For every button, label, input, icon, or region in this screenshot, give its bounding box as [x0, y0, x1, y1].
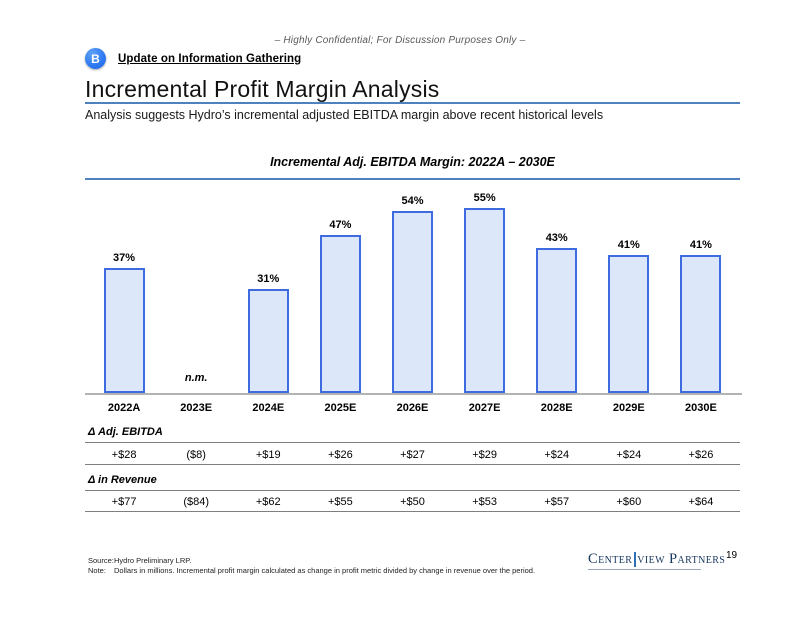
source-label: Source:	[88, 556, 114, 565]
bar-chart: 37% n.m. 31% 47% 54% 55% 43% 41%	[88, 185, 737, 393]
page-title: Incremental Profit Margin Analysis	[85, 76, 440, 102]
page-number: 19	[726, 550, 738, 561]
x-axis-line	[85, 393, 742, 395]
table-cell: +$28	[111, 449, 137, 461]
chart-title-divider	[85, 178, 740, 180]
bar-column-2030e: 41%	[665, 185, 737, 393]
x-axis-labels: 2022A 2023E 2024E 2025E 2026E 2027E 2028…	[88, 402, 737, 414]
note-label: Note:	[88, 566, 106, 575]
bar	[608, 255, 650, 393]
bar-value-label: 41%	[689, 239, 712, 251]
bar	[391, 211, 433, 393]
table-row-label-revenue: Δ in Revenue	[88, 474, 157, 486]
table-cell: +$24	[544, 449, 570, 461]
bar-column-2028e: 43%	[521, 185, 593, 393]
section-badge-icon: B	[85, 48, 106, 69]
table-cell: +$26	[327, 449, 353, 461]
x-tick-label: 2026E	[396, 402, 429, 414]
x-tick-label: 2027E	[468, 402, 501, 414]
bar	[464, 208, 506, 393]
bar	[536, 248, 578, 393]
source-text: Hydro Preliminary LRP.	[114, 556, 192, 565]
note-text: Dollars in millions. Incremental profit …	[114, 566, 536, 575]
centerview-partners-logo: Center view Partners	[588, 551, 725, 568]
table-divider	[85, 490, 740, 491]
table-row-label-ebitda: Δ Adj. EBITDA	[88, 426, 163, 438]
logo-text-left: Center	[588, 551, 633, 567]
bar-column-2026e: 54%	[376, 185, 448, 393]
chart-title: Incremental Adj. EBITDA Margin: 2022A – …	[270, 155, 555, 169]
bar	[103, 268, 145, 393]
x-tick-label: 2029E	[612, 402, 645, 414]
confidentiality-notice: – Highly Confidential; For Discussion Pu…	[274, 35, 526, 46]
x-tick-label: 2022A	[107, 402, 141, 414]
table-cell: +$77	[111, 496, 137, 508]
bar-value-label: 47%	[329, 219, 352, 231]
table-cell: +$26	[688, 449, 714, 461]
section-link[interactable]: Update on Information Gathering	[118, 52, 302, 65]
bar	[680, 255, 722, 393]
table-cell: +$29	[472, 449, 497, 461]
logo-divider	[588, 569, 701, 570]
bar-column-2029e: 41%	[593, 185, 665, 393]
table-divider	[85, 442, 740, 443]
bar-value-label: 37%	[113, 252, 136, 264]
footnotes: Source: Hydro Preliminary LRP. Note: Dol…	[88, 556, 535, 576]
table-divider	[85, 511, 740, 512]
bar-column-2027e: 55%	[449, 185, 521, 393]
table-cell: +$55	[327, 496, 353, 508]
table-divider	[85, 464, 740, 465]
bar-value-label: 43%	[545, 232, 568, 244]
bar-value-label: 54%	[401, 195, 424, 207]
table-cell: +$60	[616, 496, 642, 508]
bar-column-2022a: 37%	[88, 185, 160, 393]
bar-column-2025e: 47%	[304, 185, 376, 393]
bar-column-2023e: n.m.	[160, 185, 232, 393]
bar	[319, 235, 361, 393]
x-tick-label: 2028E	[540, 402, 573, 414]
table-cell: +$19	[255, 449, 281, 461]
table-cell: +$27	[400, 449, 425, 461]
x-tick-label: 2030E	[685, 402, 717, 414]
table-cell: +$64	[688, 496, 714, 508]
bar-value-label: 31%	[257, 273, 280, 285]
table-row-revenue: +$77 ($84) +$62 +$55 +$50 +$53 +$57 +$60…	[88, 496, 737, 508]
logo-text-right: view Partners	[637, 551, 726, 567]
page-subtitle: Analysis suggests Hydro’s incremental ad…	[85, 108, 604, 122]
x-tick-label: 2024E	[252, 402, 285, 414]
title-divider	[85, 102, 740, 104]
bar-value-label: n.m.	[184, 372, 208, 384]
x-tick-label: 2023E	[180, 402, 213, 414]
bar-column-2024e: 31%	[232, 185, 304, 393]
table-cell: +$24	[616, 449, 642, 461]
table-row-ebitda: +$28 ($8) +$19 +$26 +$27 +$29 +$24 +$24 …	[88, 449, 737, 461]
bar-value-label: 55%	[473, 192, 496, 204]
bar-value-label: 41%	[617, 239, 640, 251]
bar	[247, 289, 289, 393]
table-cell: +$62	[255, 496, 281, 508]
table-cell: ($84)	[183, 496, 209, 508]
table-cell: +$57	[544, 496, 570, 508]
section-header: B Update on Information Gathering	[85, 48, 301, 69]
x-tick-label: 2025E	[324, 402, 357, 414]
table-cell: +$50	[400, 496, 425, 508]
table-cell: ($8)	[186, 449, 206, 461]
logo-bar-icon	[634, 552, 637, 567]
table-cell: +$53	[472, 496, 497, 508]
